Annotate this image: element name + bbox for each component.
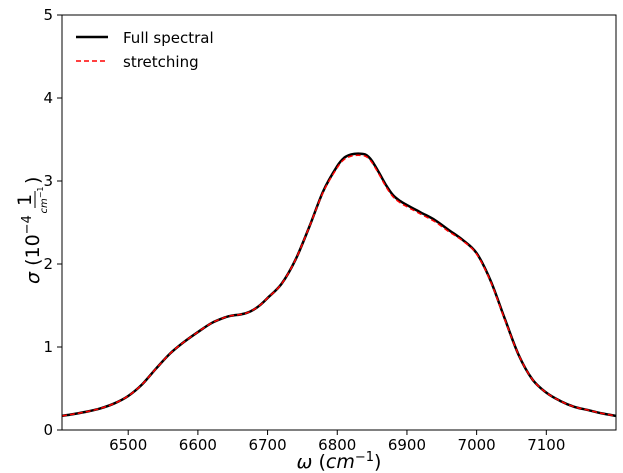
x-tick-label: 7100: [527, 436, 565, 454]
series-line-stretching: [61, 154, 617, 417]
y-tick-label: 4: [43, 89, 53, 107]
y-tick-label: 3: [43, 172, 53, 190]
x-axis-label: ω (cm−1): [297, 450, 382, 473]
y-tick-label: 0: [43, 421, 53, 439]
y-axis-ticks: 0 1 2 3 4 5: [43, 6, 62, 439]
y-axis-label: σ (10−4 1 cm−1 ): [14, 177, 50, 284]
svg-text:σ (10−4: σ (10−4: [20, 215, 44, 284]
x-tick-label: 6700: [248, 436, 286, 454]
series-layer: [61, 152, 617, 418]
x-tick-label: 6900: [388, 436, 426, 454]
y-tick-label: 2: [43, 255, 53, 273]
y-tick-label: 1: [43, 338, 53, 356]
x-tick-label: 6600: [179, 436, 217, 454]
x-axis-ticks: 6500 6600 6700 6800 6900 7000 7100: [109, 430, 565, 454]
y-tick-label: 5: [43, 6, 53, 24]
svg-text:cm−1: cm−1: [36, 186, 50, 213]
legend: Full spectral stretching: [76, 29, 214, 71]
x-tick-label: 6500: [109, 436, 147, 454]
legend-label-stretching: stretching: [123, 53, 199, 71]
svg-text:1: 1: [14, 194, 36, 206]
plot-frame: [61, 14, 617, 431]
x-tick-label: 7000: [458, 436, 496, 454]
x-tick-label: 6800: [318, 436, 356, 454]
svg-text:): ): [22, 177, 44, 184]
legend-label-full-spectral: Full spectral: [123, 29, 214, 47]
